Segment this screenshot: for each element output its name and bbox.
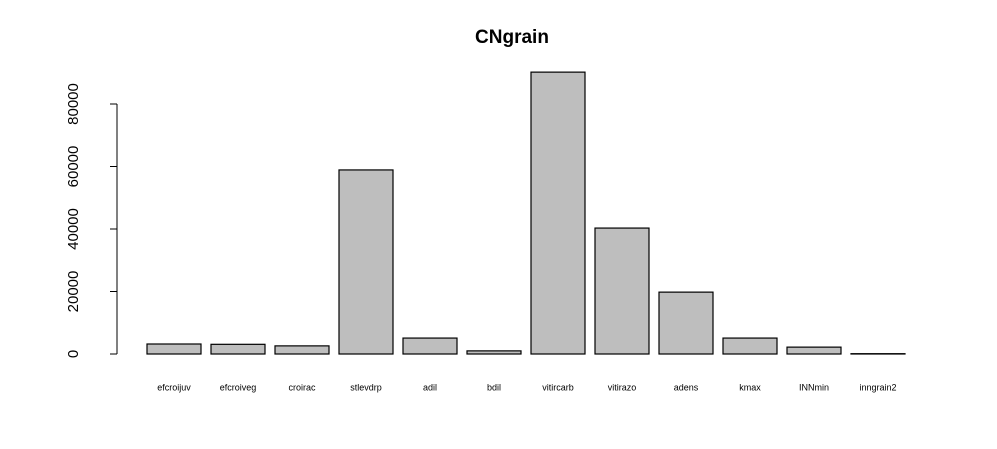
y-tick-label: 40000 [65, 208, 82, 250]
x-tick-label: kmax [739, 382, 761, 392]
y-tick-label: 0 [65, 350, 82, 358]
y-tick-label: 20000 [65, 271, 82, 313]
bar [146, 343, 202, 355]
x-tick-label: adens [674, 382, 699, 392]
bar [658, 291, 714, 355]
x-tick-label: inngrain2 [859, 382, 896, 392]
bar [466, 350, 522, 355]
bar [722, 337, 778, 355]
y-tick-label: 80000 [65, 83, 82, 125]
bar [338, 169, 394, 355]
y-tick-label: 60000 [65, 146, 82, 188]
x-tick-label: bdil [487, 382, 501, 392]
x-tick-label: stlevdrp [350, 382, 382, 392]
x-tick-label: adil [423, 382, 437, 392]
x-tick-label: efcroiveg [220, 382, 257, 392]
bar [402, 337, 458, 355]
x-tick-label: INNmin [799, 382, 829, 392]
x-tick-label: croirac [288, 382, 316, 392]
x-tick-label: vitirazo [608, 382, 637, 392]
x-tick-label: vitircarb [542, 382, 574, 392]
bar [530, 71, 586, 355]
x-tick-label: efcroijuv [157, 382, 191, 392]
bar [786, 346, 842, 355]
bar [274, 345, 330, 355]
bar [210, 343, 266, 355]
bar [594, 227, 650, 355]
chart-title: CNgrain [475, 27, 549, 48]
